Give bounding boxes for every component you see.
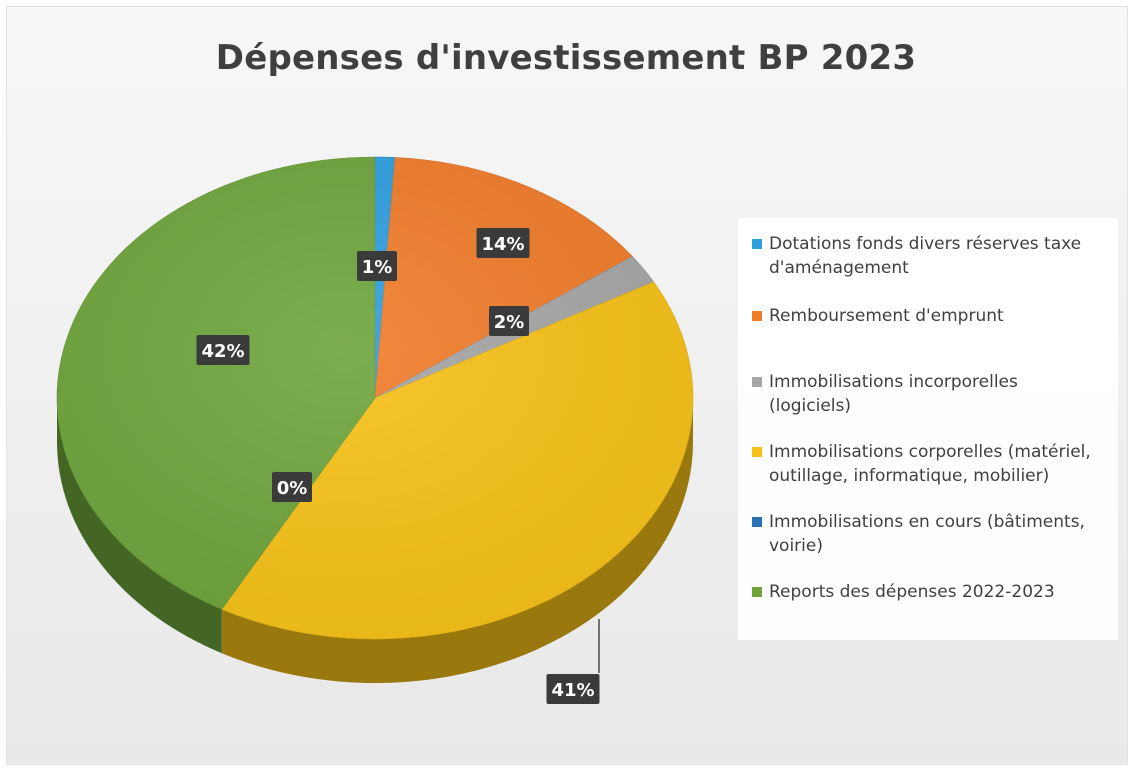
data-label-text-corporelles: 41%: [551, 680, 594, 701]
legend-item-reports: Reports des dépenses 2022-2023: [752, 580, 1102, 604]
legend-item-dotations: Dotations fonds divers réserves taxe d'a…: [752, 232, 1102, 280]
data-label-corporelles: 41%: [546, 674, 600, 704]
legend-item-incorporelles: Immobilisations incorporelles (logiciels…: [752, 370, 1102, 418]
data-label-reports: 42%: [196, 335, 250, 365]
legend-label-corporelles: Immobilisations corporelles (matériel, o…: [769, 442, 1091, 486]
legend-label-incorporelles: Immobilisations incorporelles (logiciels…: [769, 372, 1018, 416]
legend-item-en-cours: Immobilisations en cours (bâtiments, voi…: [752, 510, 1102, 558]
data-label-incorporelles: 2%: [489, 306, 529, 336]
legend-item-remboursement: Remboursement d'emprunt: [752, 304, 1102, 328]
data-label-remboursement: 14%: [476, 228, 530, 258]
legend-label-dotations: Dotations fonds divers réserves taxe d'a…: [769, 234, 1082, 278]
chart-legend: Dotations fonds divers réserves taxe d'a…: [738, 218, 1118, 640]
legend-label-en-cours: Immobilisations en cours (bâtiments, voi…: [769, 512, 1085, 556]
legend-swatch-remboursement: [752, 311, 762, 321]
data-label-box-reports: [196, 335, 250, 365]
data-label-box-dotations: [357, 251, 397, 281]
legend-swatch-corporelles: [752, 447, 762, 457]
legend-swatch-en-cours: [752, 517, 762, 527]
chart-title: Dépenses d'investissement BP 2023: [215, 38, 917, 78]
data-label-text-incorporelles: 2%: [494, 312, 525, 333]
pie-top-shade: [57, 157, 693, 639]
pie-side-corporelles: [221, 398, 693, 683]
legend-swatch-incorporelles: [752, 377, 762, 387]
data-label-box-incorporelles: [489, 306, 529, 336]
data-label-box-corporelles: [546, 674, 600, 704]
legend-item-corporelles: Immobilisations corporelles (matériel, o…: [752, 440, 1102, 488]
data-label-text-dotations: 1%: [362, 257, 393, 278]
pie-side-reports: [57, 398, 222, 654]
data-label-box-en-cours: [272, 472, 312, 502]
legend-label-remboursement: Remboursement d'emprunt: [769, 306, 1004, 326]
data-label-en-cours: 0%: [272, 472, 312, 502]
legend-swatch-dotations: [752, 239, 762, 249]
legend-swatch-reports: [752, 587, 762, 597]
data-label-text-reports: 42%: [201, 341, 244, 362]
data-label-text-en-cours: 0%: [277, 478, 308, 499]
data-label-dotations: 1%: [357, 251, 397, 281]
data-label-box-remboursement: [476, 228, 530, 258]
data-label-text-remboursement: 14%: [481, 234, 524, 255]
legend-label-reports: Reports des dépenses 2022-2023: [769, 582, 1055, 602]
